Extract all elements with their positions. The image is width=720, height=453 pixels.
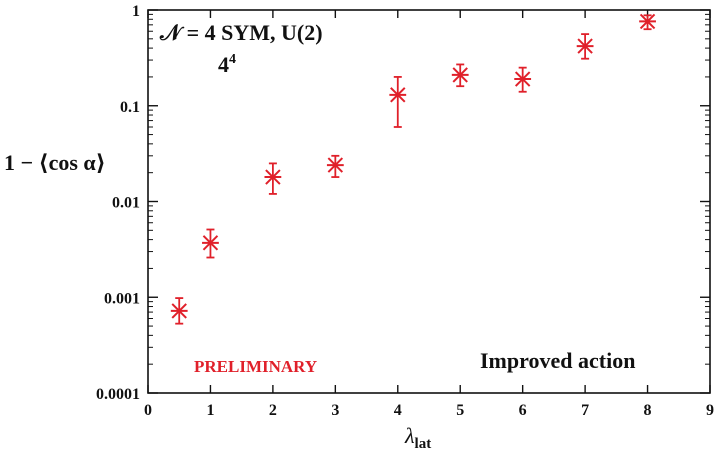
x-axis-label-main: λ <box>404 423 415 448</box>
data-marks <box>170 13 656 325</box>
x-tick-label: 9 <box>706 402 714 419</box>
x-tick-label: 1 <box>206 402 214 419</box>
improved-action-annotation: Improved action <box>480 348 635 373</box>
y-tick-label: 0.1 <box>120 99 140 116</box>
x-tick-label: 4 <box>394 402 402 419</box>
x-axis-label-sub: lat <box>415 436 432 452</box>
data-point <box>639 13 656 31</box>
x-tick-label: 5 <box>456 402 464 419</box>
chart-subtitle: 44 <box>218 52 236 77</box>
plot-frame <box>147 9 711 394</box>
subtitle-base: 4 <box>218 52 229 77</box>
x-tick-label: 3 <box>331 402 339 419</box>
preliminary-annotation: PRELIMINARY <box>194 357 317 376</box>
data-point <box>202 228 219 259</box>
data-point <box>264 162 282 195</box>
chart-title: 𝒩 = 4 SYM, U(2) <box>159 20 323 45</box>
x-tick-label: 2 <box>269 402 277 419</box>
y-tick-label: 1 <box>132 3 140 20</box>
data-point <box>326 154 344 178</box>
y-tick-label: 0.01 <box>112 195 140 212</box>
x-tick-label: 6 <box>519 402 527 419</box>
data-point <box>451 63 469 88</box>
data-point <box>389 76 407 128</box>
y-tick-label: 0.001 <box>104 290 140 307</box>
x-tick-label: 0 <box>144 402 152 419</box>
data-point <box>576 33 594 60</box>
plot-axes <box>147 9 711 394</box>
x-tick-label: 8 <box>644 402 652 419</box>
y-axis-label: 1 − ⟨cos α⟩ <box>4 150 106 175</box>
axis-ticks: 0 1 2 3 4 5 6 7 8 9 0.0001 0.001 0.01 0.1 1 <box>96 3 714 419</box>
x-tick-label: 7 <box>581 402 589 419</box>
data-point <box>514 66 532 93</box>
data-point <box>170 297 188 325</box>
subtitle-superscript: 4 <box>229 52 236 67</box>
x-axis-label: λlat <box>404 423 431 452</box>
y-tick-label: 0.0001 <box>96 386 140 403</box>
